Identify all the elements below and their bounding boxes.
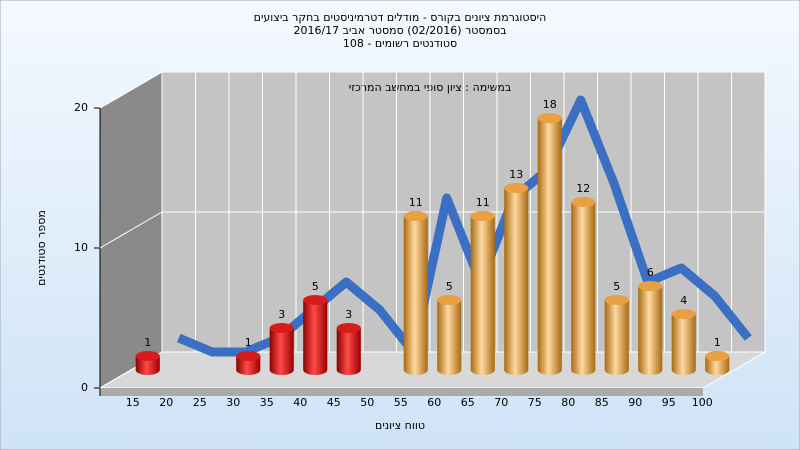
y-axis-label: מספר סטודנטים [35, 210, 48, 286]
x-tick-label: 55 [394, 396, 408, 409]
x-tick-label: 70 [494, 396, 508, 409]
data-label: 6 [647, 266, 654, 279]
x-tick-label: 75 [528, 396, 542, 409]
x-tick-label: 60 [427, 396, 441, 409]
bar [236, 351, 261, 375]
data-label: 1 [144, 336, 151, 349]
bar [303, 295, 328, 375]
x-tick-label: 20 [159, 396, 173, 409]
title: סטודנטים רשומים - 108 [343, 37, 457, 50]
data-label: 3 [345, 308, 352, 321]
data-label: 5 [312, 280, 319, 293]
data-label: 12 [576, 182, 590, 195]
x-tick-label: 85 [595, 396, 609, 409]
x-tick-label: 95 [662, 396, 676, 409]
data-label: 11 [409, 196, 423, 209]
data-label: 13 [509, 168, 523, 181]
x-tick-label: 80 [561, 396, 575, 409]
bar [705, 351, 730, 375]
y-tick-label: 0 [81, 381, 88, 394]
x-tick-label: 15 [126, 396, 140, 409]
title: היסטוגרמת ציונים בקורס - מודלים דטרמיניס… [254, 11, 547, 24]
data-label: 5 [446, 280, 453, 293]
y-tick-label: 10 [74, 241, 88, 254]
data-label: 4 [680, 294, 687, 307]
x-tick-label: 30 [226, 396, 240, 409]
x-tick-label: 65 [461, 396, 475, 409]
data-label: 5 [613, 280, 620, 293]
bar [604, 295, 629, 375]
bar [336, 323, 361, 375]
bar [269, 323, 294, 375]
y-tick-label: 20 [74, 101, 88, 114]
data-label: 18 [543, 98, 557, 111]
x-tick-label: 40 [293, 396, 307, 409]
x-tick-label: 45 [327, 396, 341, 409]
x-tick-label: 50 [360, 396, 374, 409]
data-label: 1 [245, 336, 252, 349]
bar [671, 309, 696, 375]
bar [537, 113, 562, 375]
floor-edge [100, 388, 703, 396]
bar [135, 351, 160, 375]
x-tick-label: 90 [628, 396, 642, 409]
bar [437, 295, 462, 375]
bar [571, 197, 596, 375]
x-tick-label: 25 [193, 396, 207, 409]
data-label: 3 [278, 308, 285, 321]
bar [504, 183, 529, 375]
x-axis-label: טווח ציונים [375, 419, 425, 432]
bar [638, 281, 663, 375]
x-tick-label: 35 [260, 396, 274, 409]
bar [470, 211, 495, 375]
bar [403, 211, 428, 375]
x-tick-label: 100 [692, 396, 713, 409]
data-label: 1 [714, 336, 721, 349]
title: בסמסטר (02/2016) סמסטר אביב 2016/17 [293, 24, 506, 37]
floor [98, 351, 767, 389]
data-label: 11 [476, 196, 490, 209]
